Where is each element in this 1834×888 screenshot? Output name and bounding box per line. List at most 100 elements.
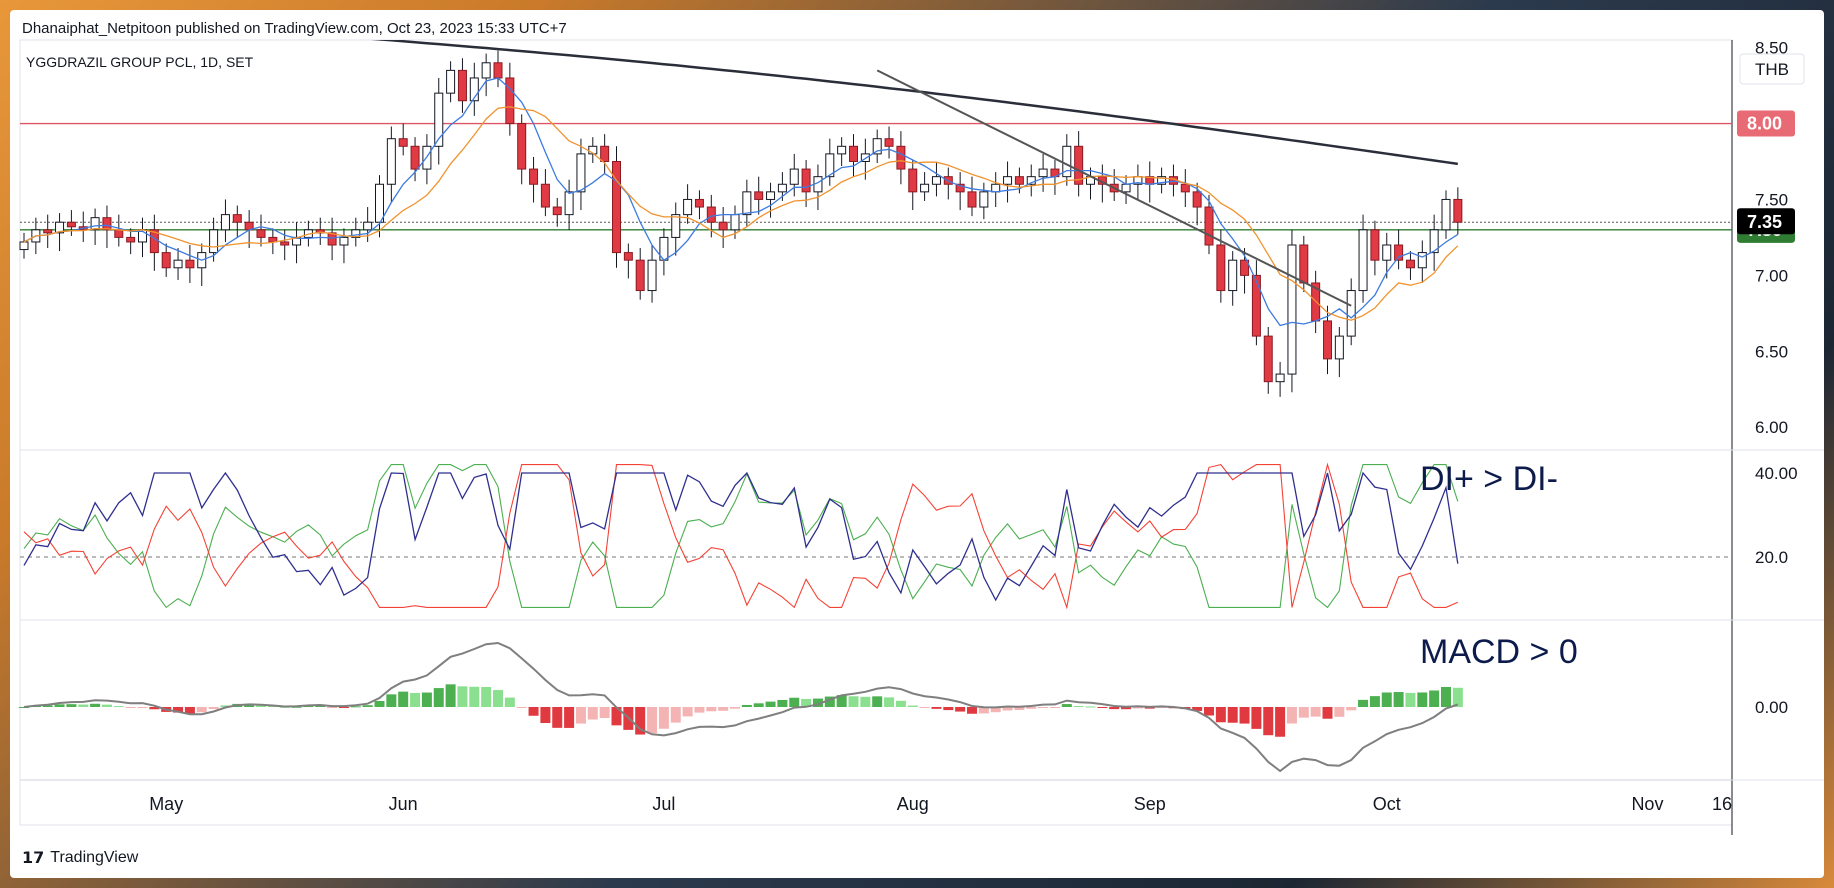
macd-histogram-bar [1393, 692, 1404, 707]
macd-histogram-bar [1322, 707, 1333, 719]
macd-histogram-bar [718, 707, 729, 711]
candle-body [967, 191, 977, 208]
candle-body [1240, 259, 1250, 276]
price-tick-label: 6.50 [1755, 342, 1788, 361]
candle-body [481, 62, 491, 79]
panel-grid [19, 39, 1824, 835]
candle-body [1346, 290, 1356, 337]
candle-body [849, 145, 858, 162]
candle-body [1228, 259, 1238, 292]
macd-histogram-bar [706, 707, 717, 712]
candle-body [66, 221, 76, 228]
macd-histogram-bar [587, 707, 598, 720]
candle-body [825, 153, 835, 178]
macd-histogram-bar [564, 707, 575, 728]
candle-body [1382, 244, 1392, 261]
dmi-tick-label: 40.00 [1755, 464, 1798, 483]
macd-histogram-bar [1358, 699, 1369, 707]
level-badge [1737, 110, 1795, 137]
macd-histogram-bar [398, 691, 409, 707]
price-tick-label: 7.00 [1755, 266, 1788, 285]
macd-histogram-bar [137, 707, 148, 708]
candle-body [1263, 335, 1273, 383]
macd-histogram-bar [327, 707, 338, 708]
candle-body [777, 183, 787, 193]
macd-histogram-bar [1156, 707, 1167, 708]
candle-body [1299, 244, 1309, 284]
candle-body [114, 229, 124, 238]
candle-body [1417, 252, 1427, 269]
macd-histogram-bar [635, 707, 646, 735]
macd-histogram-bar [765, 701, 776, 707]
candle-body [979, 191, 989, 208]
plot-border [19, 39, 1733, 826]
macd-histogram-bar [410, 692, 421, 707]
candle-body [386, 138, 396, 185]
macd-histogram-bar [433, 688, 444, 707]
adx-line [23, 471, 1459, 602]
annotation-macd: MACD > 0 [1420, 633, 1578, 671]
macd-histogram-bar [481, 687, 492, 707]
candle-body [955, 183, 965, 193]
macd-histogram-bar [812, 698, 823, 707]
candle-body [1074, 145, 1084, 185]
candle-body [161, 252, 171, 269]
macd-histogram-bar [1381, 692, 1392, 707]
candle-body [327, 232, 337, 246]
footer-brand[interactable]: 𝟭𝟳 TradingView [22, 848, 138, 868]
candle-body [55, 221, 65, 234]
macd-histogram-bar [457, 686, 468, 707]
macd-histogram-bar [907, 705, 918, 707]
candle-body [1204, 206, 1214, 246]
macd-histogram-bar [670, 707, 681, 723]
macd-histogram-bar [256, 704, 266, 707]
macd-histogram-bar [1441, 686, 1451, 707]
candle-body [1370, 229, 1380, 261]
candle-body [600, 145, 610, 162]
publisher-info: Dhanaiphat_Netpitoon published on Tradin… [22, 20, 567, 37]
x-tick-label: Nov [1631, 794, 1663, 814]
tradingview-logo-icon: 𝟭𝟳 [22, 850, 45, 867]
macd-histogram-bar [1310, 707, 1321, 717]
candle-body [991, 183, 1001, 193]
price-tick-label: 8.50 [1755, 39, 1788, 58]
candle-body [505, 77, 515, 125]
macd-histogram-bar [1061, 704, 1072, 707]
candle-body [730, 214, 740, 231]
di-plus-line [23, 464, 1459, 609]
macd-histogram-bar [978, 707, 989, 714]
level-label: 8.00 [1747, 114, 1782, 134]
macd-histogram-bar [575, 707, 586, 724]
candle-body [801, 168, 811, 193]
candle-body [718, 221, 728, 231]
price-tick-label: 7.50 [1755, 190, 1788, 209]
candle-body [517, 123, 527, 170]
candle-body [896, 145, 906, 170]
candle-body [766, 191, 776, 200]
macd-histogram-bar [1014, 707, 1025, 710]
candle-body [1405, 259, 1415, 269]
macd-histogram-bar [173, 707, 184, 713]
macd-histogram-bar [220, 705, 231, 707]
candle-body [410, 145, 420, 170]
price-tick-label: 6.00 [1755, 418, 1788, 437]
chart-card: Dhanaiphat_Netpitoon published on Tradin… [10, 10, 1824, 878]
macd-histogram-bar [208, 707, 219, 709]
candle-body [126, 236, 136, 243]
macd-histogram-bar [504, 697, 515, 707]
candle-body [931, 176, 941, 185]
macd-histogram-bar [1204, 707, 1214, 716]
candle-body [457, 69, 467, 102]
macd-histogram-bar [824, 696, 835, 707]
candle-body [706, 206, 716, 223]
chart-svg[interactable]: 8.508.007.507.006.506.00THB8.007.307.354… [10, 10, 1824, 878]
macd-histogram-bar [647, 707, 658, 734]
macd-tick-label: 0.00 [1755, 698, 1788, 717]
macd-histogram-bar [1452, 687, 1463, 707]
macd-histogram-bar [315, 705, 326, 707]
macd-histogram-bar [1239, 707, 1250, 724]
candle-body [837, 145, 847, 155]
macd-histogram-bar [789, 697, 800, 707]
trend-line [876, 69, 1352, 307]
candle-body [1275, 373, 1285, 383]
